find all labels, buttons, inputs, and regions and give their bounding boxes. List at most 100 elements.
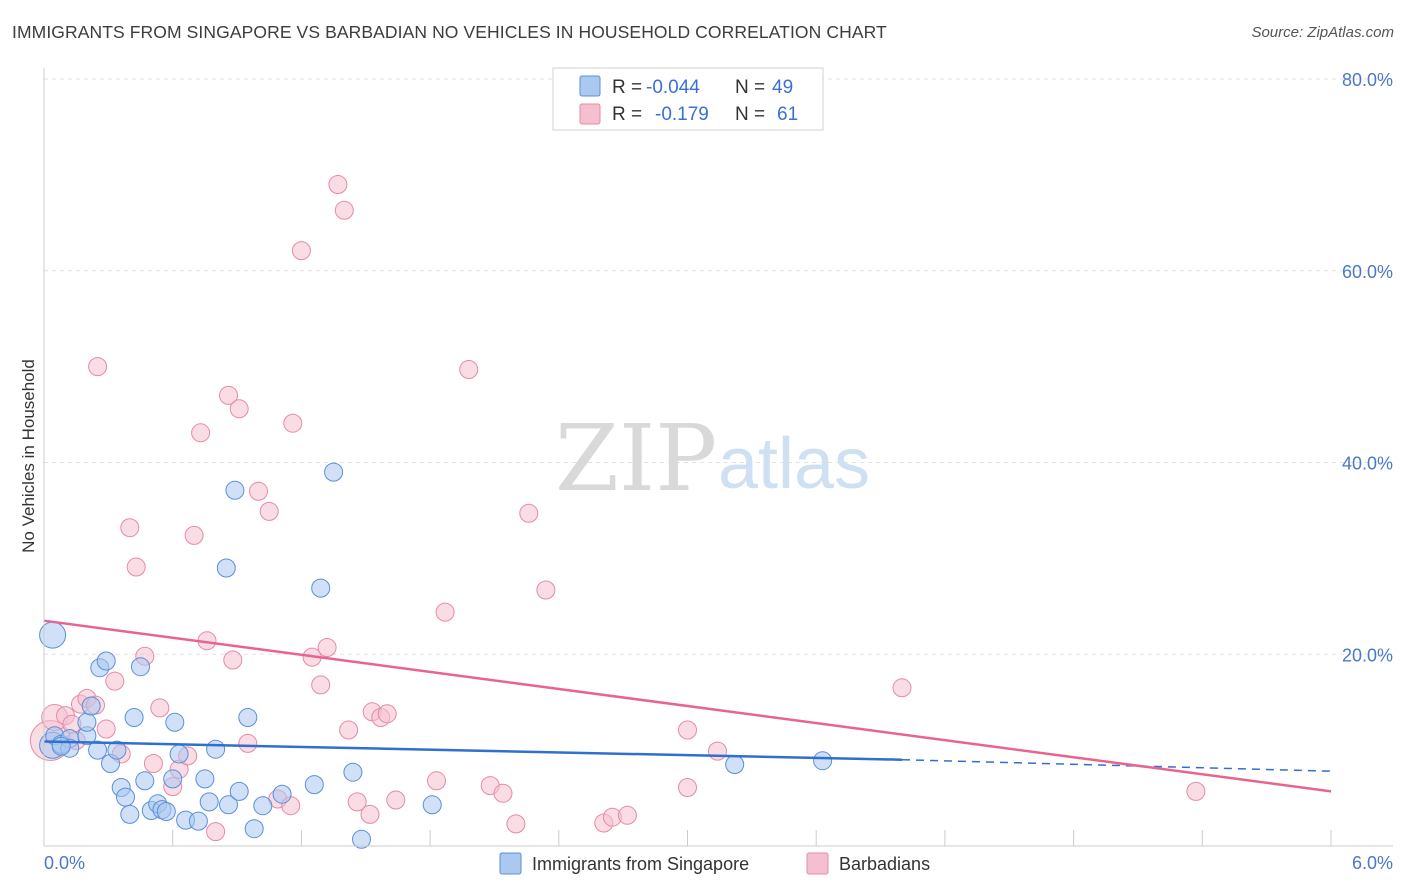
- singapore-point: [813, 751, 833, 771]
- barbadian-point: [88, 357, 108, 377]
- singapore-point: [116, 787, 135, 807]
- singapore-point: [169, 744, 189, 764]
- singapore-point: [324, 462, 344, 482]
- series-legend-label-blue: Immigrants from Singapore: [532, 854, 749, 874]
- barbadian-point: [96, 719, 116, 739]
- grid-layer: [44, 78, 1393, 655]
- barbadian-point: [291, 241, 311, 261]
- barbadian-point: [347, 792, 367, 812]
- series-legend: Immigrants from Singapore Barbadians: [499, 852, 930, 875]
- legend-r-label-1: R =: [612, 77, 642, 98]
- barbadian-trend-line: [43, 619, 1332, 793]
- barbadian-point: [708, 741, 727, 761]
- barbadian-point: [493, 783, 513, 803]
- trend-lines: [43, 619, 1332, 793]
- barbadian-point: [334, 200, 354, 220]
- singapore-point: [165, 712, 185, 732]
- singapore-point: [96, 651, 116, 671]
- y-tick-label: 60.0%: [1342, 262, 1393, 282]
- barbadian-point: [317, 638, 337, 657]
- barbadian-point: [386, 790, 406, 810]
- barbadian-point: [184, 525, 204, 545]
- singapore-point: [238, 708, 258, 727]
- barbadian-point: [892, 678, 912, 698]
- legend-r-label-2: R =: [612, 104, 642, 125]
- singapore-point: [253, 796, 273, 816]
- series-legend-swatch-blue: [499, 852, 522, 875]
- watermark-atlas: atlas: [718, 424, 870, 504]
- barbadian-point: [206, 822, 226, 842]
- source-credit: Source: ZipAtlas.com: [1251, 24, 1394, 41]
- singapore-point: [124, 708, 144, 727]
- axes: 20.0% 40.0% 60.0% 80.0%: [43, 68, 1393, 847]
- singapore-trend-line: [43, 740, 903, 761]
- singapore-point: [343, 762, 363, 782]
- legend-n-label-1: N =: [735, 77, 765, 98]
- barbadian-point: [238, 733, 258, 753]
- barbadian-point: [105, 671, 125, 691]
- barbadian-point: [223, 650, 243, 670]
- legend-n-value-2: 61: [777, 104, 798, 125]
- barbadian-point: [283, 413, 303, 433]
- barbadian-point: [435, 602, 455, 622]
- barbadian-point: [427, 771, 446, 791]
- barbadian-point: [328, 175, 348, 194]
- barbadian-point: [1186, 781, 1206, 801]
- barbadian-point: [311, 675, 331, 695]
- chart-title: IMMIGRANTS FROM SINGAPORE VS BARBADIAN N…: [12, 22, 887, 42]
- singapore-point: [244, 819, 264, 839]
- series-legend-label-pink: Barbadians: [839, 854, 930, 874]
- singapore-points: [39, 462, 833, 849]
- singapore-point: [51, 736, 71, 756]
- watermark: ZIP atlas: [555, 405, 870, 512]
- barbadian-point: [191, 423, 211, 443]
- y-axis-title: No Vehicles in Household: [19, 359, 38, 553]
- x-tick-label-min: 0.0%: [44, 853, 85, 873]
- barbadian-point: [459, 360, 479, 379]
- barbadian-point: [249, 481, 268, 501]
- y-tick-label: 80.0%: [1342, 70, 1393, 90]
- watermark-zip: ZIP: [555, 405, 717, 512]
- legend-n-label-2: N =: [735, 104, 765, 125]
- singapore-point: [120, 804, 140, 824]
- barbadian-point: [339, 720, 359, 740]
- legend-r-value-2: -0.179: [655, 104, 709, 125]
- singapore-point: [311, 578, 331, 598]
- barbadian-point: [377, 704, 397, 724]
- singapore-point: [156, 802, 176, 821]
- series-legend-swatch-pink: [806, 852, 829, 875]
- singapore-point: [77, 712, 97, 732]
- singapore-point: [81, 696, 101, 716]
- y-tick-label: 20.0%: [1342, 645, 1393, 665]
- barbadian-point: [506, 814, 526, 834]
- singapore-point: [188, 811, 208, 831]
- barbadian-point: [126, 557, 146, 577]
- singapore-point: [195, 769, 215, 789]
- barbadian-point: [678, 720, 697, 740]
- legend-swatch-blue: [579, 75, 601, 97]
- singapore-point: [225, 480, 245, 500]
- barbadian-point: [519, 503, 539, 523]
- singapore-point: [206, 739, 226, 759]
- singapore-point: [422, 795, 442, 815]
- x-tick-label-max: 6.0%: [1352, 853, 1393, 873]
- singapore-point: [107, 740, 127, 760]
- legend-swatch-pink: [579, 103, 601, 125]
- singapore-point: [216, 558, 236, 578]
- y-tick-label: 40.0%: [1342, 454, 1393, 474]
- barbadians-points: [29, 175, 1206, 842]
- barbadian-point: [259, 501, 279, 521]
- singapore-point: [352, 829, 371, 849]
- singapore-point: [272, 784, 292, 804]
- singapore-point: [199, 792, 219, 812]
- singapore-trend-extension: [901, 758, 1332, 772]
- singapore-point: [88, 740, 108, 760]
- singapore-point: [229, 781, 249, 801]
- singapore-point: [135, 771, 155, 791]
- correlation-legend: R = -0.044 N = 49 R = -0.179 N = 61: [552, 67, 824, 131]
- singapore-point: [163, 769, 183, 789]
- singapore-point: [304, 775, 324, 795]
- barbadian-point: [360, 804, 380, 824]
- barbadian-point: [120, 518, 140, 538]
